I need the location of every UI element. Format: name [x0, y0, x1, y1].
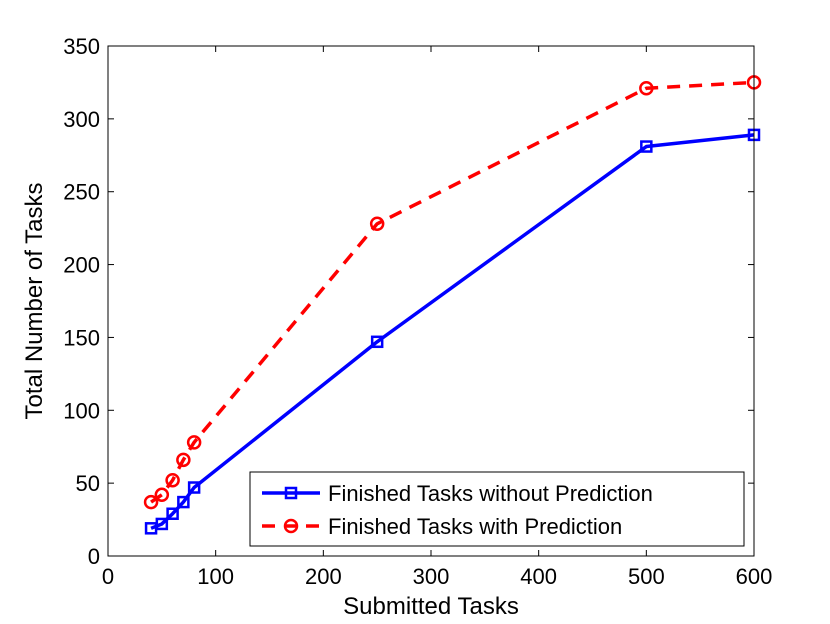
y-tick-label: 0 — [88, 544, 100, 569]
legend: Finished Tasks without Prediction Finishe… — [249, 471, 745, 547]
x-axis-title: Submitted Tasks — [343, 593, 519, 620]
x-tick-label: 400 — [520, 564, 557, 589]
legend-entry: Finished Tasks with Prediction — [262, 514, 622, 539]
data-point-marker — [640, 140, 653, 153]
legend-entry: Finished Tasks without Prediction — [262, 481, 653, 506]
x-tick-label: 600 — [736, 564, 773, 589]
data-point-marker — [155, 517, 169, 531]
data-point-marker — [143, 494, 159, 510]
x-tick-label: 0 — [102, 564, 114, 589]
series-2 — [143, 75, 762, 510]
y-tick-label: 50 — [76, 471, 100, 496]
x-tick-label: 200 — [305, 564, 342, 589]
data-point-marker — [165, 472, 180, 488]
y-tick-label: 200 — [63, 253, 100, 278]
y-tick-label: 250 — [63, 180, 100, 205]
series-line — [150, 133, 755, 530]
data-point-marker — [187, 481, 201, 494]
y-tick-label: 150 — [63, 325, 100, 350]
data-point-marker — [166, 507, 179, 520]
legend-label: Finished Tasks without Prediction — [328, 481, 653, 506]
data-point-marker — [639, 81, 654, 96]
x-axis: 0 100 200 300 400 500 600 — [102, 46, 772, 589]
legend-marker — [284, 486, 298, 500]
data-point-marker — [154, 487, 170, 503]
x-tick-label: 300 — [413, 564, 450, 589]
y-tick-label: 350 — [63, 34, 100, 59]
y-tick-label: 100 — [63, 398, 100, 423]
x-tick-label: 100 — [197, 564, 234, 589]
y-tick-label: 300 — [63, 107, 100, 132]
data-point-marker — [186, 435, 202, 450]
x-tick-label: 500 — [628, 564, 665, 589]
legend-box — [249, 471, 745, 547]
y-axis-title: Total Number of Tasks — [21, 183, 48, 420]
data-point-marker — [176, 452, 191, 468]
legend-marker — [283, 518, 299, 534]
legend-label: Finished Tasks with Prediction — [328, 514, 622, 539]
data-point-marker — [370, 335, 384, 349]
series-layer — [143, 75, 762, 535]
data-point-marker — [369, 216, 385, 232]
data-point-marker — [177, 495, 190, 509]
y-axis: 0 50 100 150 200 250 300 350 — [63, 34, 754, 569]
